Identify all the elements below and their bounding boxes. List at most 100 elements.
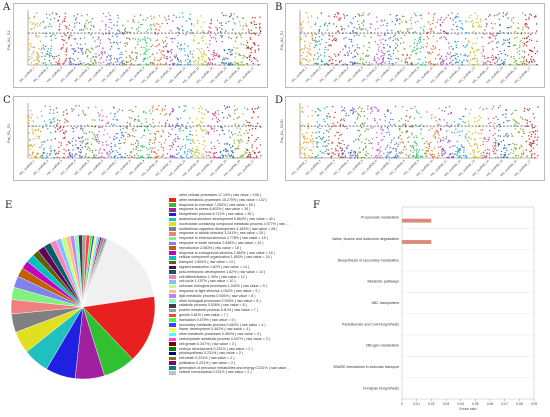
snp-point	[489, 129, 491, 132]
snp-point	[174, 37, 176, 40]
snp-point	[425, 150, 427, 152]
chromosome-points	[383, 105, 399, 159]
snp-point	[207, 133, 210, 135]
snp-point	[399, 134, 401, 137]
snp-point	[103, 61, 105, 63]
snp-point	[388, 50, 390, 52]
snp-point	[309, 149, 311, 151]
snp-point	[230, 14, 232, 17]
snp-point	[136, 157, 138, 159]
snp-point	[122, 59, 124, 62]
snp-point	[255, 58, 257, 60]
snp-point	[95, 46, 97, 48]
snp-point	[473, 151, 475, 153]
snp-point	[360, 110, 362, 113]
snp-point	[200, 15, 202, 17]
snp-point	[33, 59, 35, 62]
snp-point	[315, 44, 318, 46]
snp-point	[417, 151, 419, 153]
snp-point	[472, 25, 474, 28]
snp-point	[476, 37, 478, 39]
snp-point	[299, 129, 302, 131]
snp-point	[370, 155, 373, 157]
snp-point	[155, 108, 157, 111]
snp-point	[376, 132, 378, 134]
snp-point	[522, 57, 525, 59]
snp-point	[228, 144, 231, 146]
snp-point	[191, 152, 193, 155]
snp-point	[162, 155, 164, 157]
snp-point	[165, 57, 168, 59]
snp-point	[245, 23, 247, 25]
snp-point	[393, 156, 395, 158]
snp-point	[152, 44, 154, 46]
snp-point	[464, 121, 466, 124]
snp-point	[253, 157, 255, 159]
snp-point	[426, 36, 428, 38]
snp-point	[441, 55, 443, 57]
snp-point	[363, 115, 365, 117]
snp-point	[182, 16, 184, 18]
snp-point	[176, 27, 179, 29]
snp-point	[84, 43, 87, 45]
snp-point	[51, 12, 54, 14]
snp-point	[340, 119, 342, 122]
snp-point	[211, 118, 214, 120]
snp-point	[309, 48, 311, 50]
snp-point	[318, 114, 320, 116]
snp-point	[91, 131, 93, 133]
snp-point	[357, 138, 359, 140]
snp-point	[445, 136, 447, 138]
snp-point	[502, 114, 504, 116]
snp-point	[519, 146, 521, 149]
snp-point	[106, 122, 108, 125]
snp-point	[75, 144, 77, 146]
snp-point	[350, 40, 353, 43]
snp-point	[226, 106, 228, 109]
snp-point	[81, 29, 83, 31]
x-tick-label: 0.08	[516, 402, 523, 406]
snp-point	[409, 154, 411, 156]
legend-item: multicellular organism development 4.163…	[169, 227, 309, 232]
snp-point	[535, 23, 538, 25]
legend-label: response to biotic stimulus 2.546% ( raw…	[179, 240, 264, 245]
snp-point	[423, 30, 425, 32]
snp-point	[79, 37, 82, 40]
snp-point	[65, 35, 67, 37]
snp-point	[471, 64, 474, 66]
snp-point	[177, 138, 179, 140]
snp-point	[34, 15, 36, 18]
chromosome-points	[327, 12, 343, 66]
snp-point	[164, 45, 167, 48]
snp-point	[376, 156, 379, 158]
snp-point	[522, 28, 524, 31]
snp-point	[524, 37, 526, 40]
snp-point	[88, 50, 90, 52]
snp-point	[477, 15, 479, 17]
snp-point	[497, 53, 499, 56]
snp-point	[452, 48, 454, 50]
snp-point	[104, 28, 107, 31]
snp-point	[66, 47, 68, 49]
snp-point	[378, 109, 380, 111]
legend-item: response to abiotic stimulus 3.241% ( ra…	[169, 231, 309, 236]
snp-point	[118, 57, 121, 59]
snp-point	[368, 12, 371, 15]
snp-point	[321, 137, 324, 139]
snp-point	[184, 59, 187, 62]
legend-swatch	[169, 212, 176, 217]
snp-point	[53, 151, 56, 153]
snp-point	[301, 106, 303, 109]
snp-point	[506, 27, 509, 29]
snp-point	[90, 58, 92, 60]
snp-point	[161, 110, 163, 112]
snp-point	[194, 151, 196, 153]
snp-point	[352, 111, 355, 114]
snp-point	[365, 151, 367, 153]
snp-point	[71, 29, 73, 31]
snp-point	[105, 25, 107, 28]
snp-point	[189, 156, 192, 158]
snp-point	[121, 134, 123, 136]
snp-point	[415, 142, 418, 145]
snp-point	[37, 128, 40, 130]
